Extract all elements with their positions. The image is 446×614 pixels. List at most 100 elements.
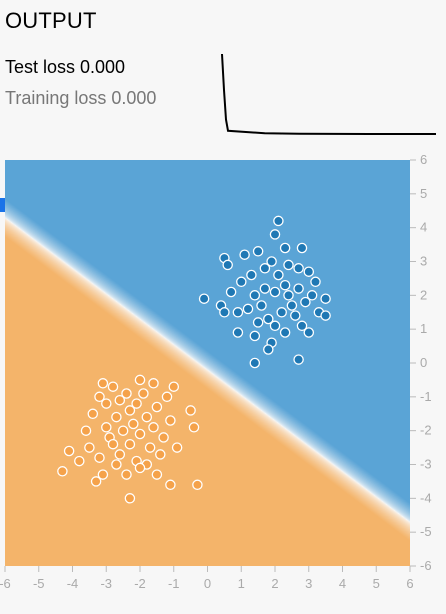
negative-point: [80, 425, 92, 436]
x-tick-label: -1: [168, 576, 180, 591]
negative-point: [171, 442, 183, 453]
y-tick-label: -2: [420, 423, 432, 438]
negative-point: [185, 405, 196, 416]
positive-point: [279, 327, 291, 338]
negative-point: [155, 449, 166, 460]
negative-point: [168, 381, 180, 392]
negative-point: [124, 493, 136, 504]
training-loss-label: Training loss 0.000: [5, 88, 157, 108]
negative-point: [107, 381, 119, 392]
positive-point: [279, 242, 291, 254]
x-tick-label: 2: [271, 576, 278, 591]
positive-point: [225, 286, 237, 298]
negative-point: [87, 408, 99, 420]
negative-point: [138, 388, 149, 399]
positive-point: [279, 279, 291, 291]
positive-point: [252, 317, 264, 328]
y-tick-label: 0: [420, 355, 427, 370]
y-tick-label: 2: [420, 287, 427, 302]
negative-point: [124, 405, 136, 416]
positive-point: [310, 276, 321, 288]
negative-point: [165, 479, 176, 491]
positive-point: [273, 269, 284, 281]
negative-point: [94, 391, 105, 403]
negative-point: [151, 469, 163, 480]
x-tick-label: 6: [406, 576, 413, 591]
x-tick-label: 1: [238, 576, 245, 591]
negative-point: [97, 469, 109, 480]
decision-heatmap: [5, 160, 410, 566]
negative-point: [134, 374, 146, 386]
negative-point: [165, 415, 176, 426]
y-tick-label: 3: [420, 254, 427, 269]
positive-point: [296, 242, 308, 254]
positive-point: [246, 269, 257, 281]
positive-point: [266, 256, 277, 267]
x-tick-label: -4: [67, 576, 79, 591]
positive-point: [239, 249, 250, 260]
negative-point: [94, 452, 105, 463]
positive-point: [198, 293, 210, 304]
x-tick-label: -6: [0, 576, 11, 591]
positive-point: [300, 296, 311, 308]
negative-point: [90, 476, 102, 487]
positive-point: [286, 300, 298, 311]
loss-curve: [221, 53, 436, 135]
x-tick-label: 4: [339, 576, 346, 591]
positive-point: [293, 283, 304, 294]
y-tick-label: -5: [420, 524, 432, 539]
negative-point: [111, 411, 122, 423]
positive-point: [242, 303, 254, 315]
positive-point: [232, 327, 244, 338]
positive-point: [259, 263, 271, 274]
y-tick-label: 4: [420, 220, 427, 235]
positive-point: [263, 313, 274, 325]
positive-point: [249, 330, 261, 342]
loss-sparkline: [221, 53, 436, 135]
negative-point: [134, 462, 146, 474]
negative-point: [134, 428, 146, 440]
positive-point: [303, 266, 315, 277]
positive-point: [236, 276, 247, 288]
negative-point: [124, 438, 136, 450]
positive-point: [276, 307, 287, 318]
negative-point: [192, 479, 203, 491]
negative-point: [141, 411, 153, 423]
positive-point: [293, 354, 304, 365]
positive-point: [273, 215, 284, 227]
negative-point: [148, 422, 159, 433]
positive-point: [320, 293, 331, 304]
positive-point: [283, 290, 294, 301]
x-tick-label: 3: [305, 576, 312, 591]
positive-point: [269, 286, 281, 298]
negative-point: [107, 438, 119, 450]
negative-point: [117, 425, 129, 436]
negative-point: [57, 466, 68, 477]
x-tick-label: 5: [373, 576, 380, 591]
negative-point: [188, 422, 200, 433]
positive-point: [293, 263, 304, 274]
y-tick-label: -6: [420, 558, 432, 573]
x-tick-label: -5: [33, 576, 45, 591]
positive-point: [219, 307, 230, 318]
negative-point: [101, 398, 112, 409]
negative-point: [144, 442, 156, 453]
negative-point: [114, 449, 126, 460]
negative-point: [101, 422, 112, 433]
negative-point: [148, 378, 159, 389]
positive-point: [259, 283, 271, 294]
negative-point: [84, 442, 95, 453]
y-tick-label: -3: [420, 457, 432, 472]
y-tick-label: -1: [420, 389, 432, 404]
x-tick-label: 0: [204, 576, 211, 591]
drag-handle[interactable]: [0, 198, 5, 212]
positive-point: [296, 320, 308, 332]
negative-point: [111, 459, 122, 470]
negative-point: [128, 418, 139, 430]
output-title: OUTPUT: [5, 8, 97, 33]
positive-point: [290, 310, 301, 321]
y-tick-label: 1: [420, 321, 427, 336]
negative-point: [74, 455, 85, 467]
positive-point: [269, 229, 281, 240]
